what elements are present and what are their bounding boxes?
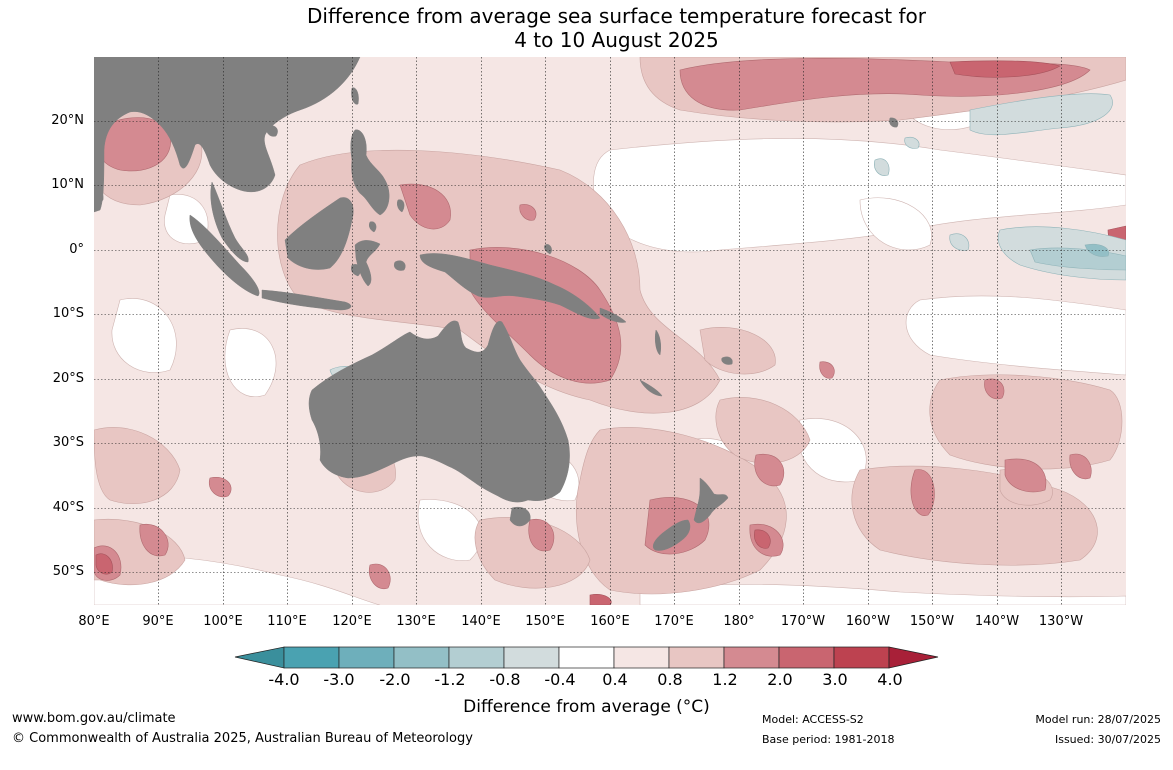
- colorbar-tick-label: -1.2: [434, 670, 466, 689]
- java: [261, 289, 352, 311]
- map-title: Difference from average sea surface temp…: [0, 4, 1173, 52]
- colorbar-cell: [613, 646, 670, 669]
- map-title-line1: Difference from average sea surface temp…: [306, 4, 926, 28]
- colorbar-tick-label: -3.0: [323, 670, 355, 689]
- graticule: [94, 57, 1126, 605]
- new-caledonia: [639, 379, 663, 397]
- new-guinea: [419, 253, 601, 320]
- lat-label: 20°S: [52, 371, 84, 386]
- footer-model-run: Model run: 28/07/2025: [1035, 713, 1161, 726]
- lat-label: 10°N: [51, 177, 84, 192]
- map-title-line2: 4 to 10 August 2025: [514, 28, 719, 52]
- footer-website: www.bom.gov.au/climate: [12, 711, 176, 726]
- colorbar-cell: [723, 646, 780, 669]
- lat-label: 10°S: [52, 306, 84, 321]
- sumatra: [189, 214, 260, 297]
- tasmania: [509, 506, 531, 527]
- borneo: [284, 197, 354, 270]
- land-masses: [94, 57, 899, 551]
- malay-peninsula: [210, 181, 249, 263]
- colorbar-tick-label: 4.0: [877, 670, 903, 689]
- colorbar-cell: [283, 646, 340, 669]
- hainan: [266, 125, 278, 137]
- colorbar-tick-label: 0.8: [657, 670, 683, 689]
- lon-label: 120°E: [332, 614, 372, 629]
- lat-label: 0°: [69, 242, 84, 257]
- lon-label: 140°E: [461, 614, 501, 629]
- lon-label: 100°E: [203, 614, 243, 629]
- lon-label: 140°W: [974, 614, 1020, 629]
- colorbar-cell: [778, 646, 835, 669]
- sri-lanka: [95, 188, 104, 202]
- sulawesi: [354, 240, 381, 287]
- lat-label: 20°N: [51, 113, 84, 128]
- lat-label: 30°S: [52, 435, 84, 450]
- colorbar-cell: [393, 646, 450, 669]
- colorbar-tick-label: 1.2: [712, 670, 738, 689]
- lon-label: 160°E: [590, 614, 630, 629]
- colorbar-tick-label: 2.0: [767, 670, 793, 689]
- lon-label: 90°E: [142, 614, 174, 629]
- lat-label: 40°S: [52, 500, 84, 515]
- footer-model: Model: ACCESS-S2: [762, 713, 864, 726]
- colorbar-cell: [558, 646, 615, 669]
- lon-label: 180°: [723, 614, 755, 629]
- colorbar: [234, 646, 939, 669]
- footer-issued: Issued: 30/07/2025: [1054, 733, 1161, 746]
- lat-label: 50°S: [52, 564, 84, 579]
- warm-anomaly-1.2-regions: [94, 58, 1092, 590]
- colorbar-tick-label: 3.0: [822, 670, 848, 689]
- lon-label: 130°E: [396, 614, 436, 629]
- colorbar-tick-label: -2.0: [379, 670, 411, 689]
- colorbar-cell: [503, 646, 560, 669]
- colorbar-cell: [338, 646, 395, 669]
- lon-label: 110°E: [267, 614, 307, 629]
- solomon-islands: [599, 307, 627, 323]
- colorbar-cell: [668, 646, 725, 669]
- colorbar-tick-label: -4.0: [268, 670, 300, 689]
- colorbar-tick-label: -0.4: [544, 670, 576, 689]
- taiwan: [351, 87, 359, 105]
- colorbar-title: Difference from average (°C): [463, 697, 710, 717]
- footer-base-period: Base period: 1981-2018: [762, 733, 895, 746]
- vanuatu: [654, 329, 662, 356]
- asia-mainland: [94, 57, 361, 213]
- colorbar-tick-label: 0.4: [602, 670, 628, 689]
- lon-label: 160°W: [845, 614, 891, 629]
- lon-label: 150°W: [909, 614, 955, 629]
- footer-copyright: © Commonwealth of Australia 2025, Austra…: [12, 731, 473, 746]
- lon-label: 150°E: [525, 614, 565, 629]
- new-zealand-south: [652, 519, 691, 551]
- hawaii: [889, 117, 899, 128]
- colorbar-over-arrow: [888, 646, 939, 669]
- philippines: [350, 129, 390, 216]
- colorbar-cell: [833, 646, 890, 669]
- lon-label: 130°W: [1038, 614, 1084, 629]
- colorbar-cells: [283, 646, 890, 669]
- australia: [308, 320, 570, 503]
- lon-label: 80°E: [78, 614, 110, 629]
- colorbar-tick-label: -0.8: [489, 670, 521, 689]
- colorbar-under-arrow: [234, 646, 285, 669]
- colorbar-cell: [448, 646, 505, 669]
- new-zealand-north: [693, 477, 729, 524]
- lon-label: 170°E: [654, 614, 694, 629]
- lon-label: 170°W: [780, 614, 826, 629]
- fiji: [721, 356, 733, 365]
- cool-anomaly-regions: [329, 93, 1126, 383]
